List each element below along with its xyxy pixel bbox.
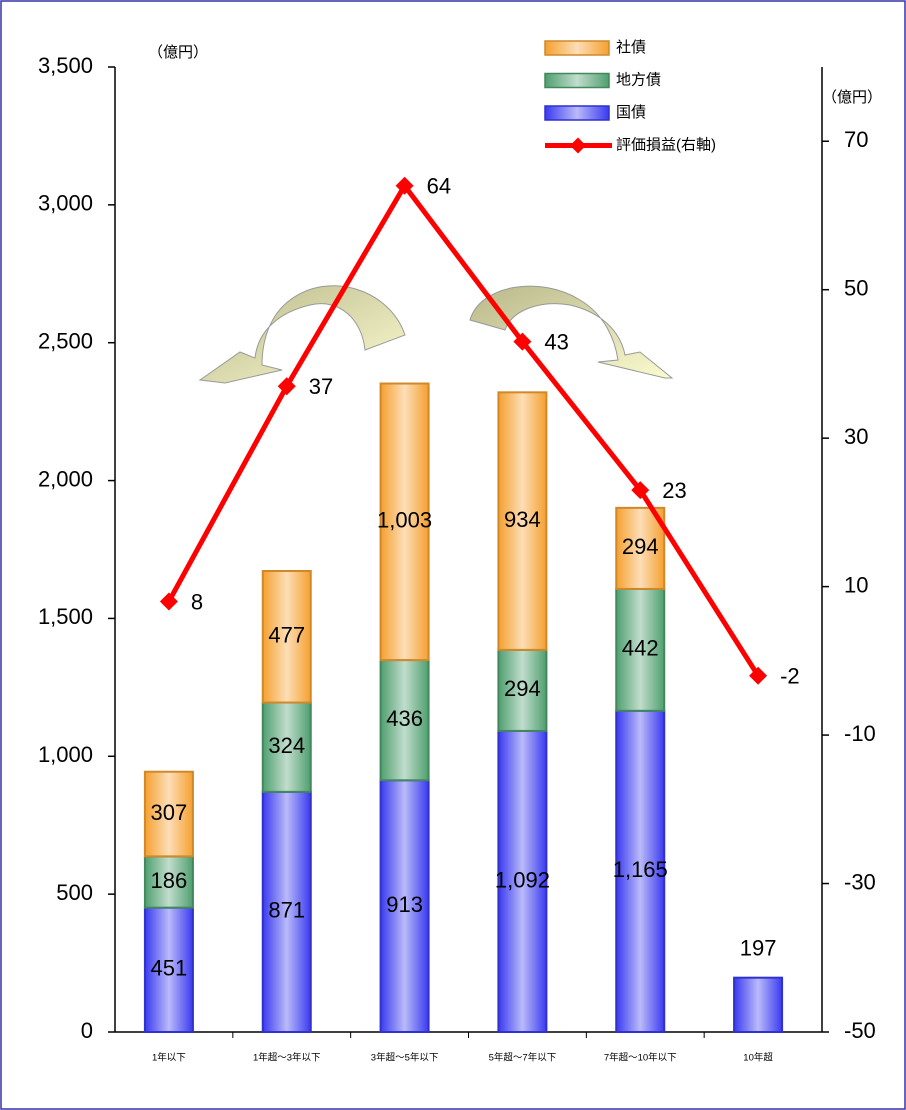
value-label: 37 — [309, 374, 333, 399]
y2-tick-label: -30 — [844, 869, 876, 894]
value-label: 1,165 — [613, 857, 668, 882]
y2-tick-label: 50 — [844, 276, 868, 301]
bar — [733, 976, 784, 1033]
legend-label: 地方債 — [616, 71, 661, 88]
y-tick-label: 1,500 — [38, 604, 93, 629]
y-tick-label: 0 — [81, 1018, 93, 1043]
y2-tick-label: -50 — [844, 1018, 876, 1043]
line-marker — [749, 666, 768, 685]
value-label: 436 — [386, 706, 423, 731]
value-label: 64 — [427, 174, 451, 199]
value-label: 8 — [191, 589, 203, 614]
y-tick-label: 500 — [56, 880, 93, 905]
value-label: 324 — [268, 733, 305, 758]
value-label: 186 — [151, 868, 188, 893]
value-label: 442 — [622, 636, 659, 661]
legend-swatch — [544, 105, 610, 121]
bar — [261, 790, 312, 1033]
value-label: 294 — [622, 534, 659, 559]
bar — [497, 391, 548, 651]
x-tick-label: 10年超 — [743, 1052, 773, 1064]
bar — [615, 709, 666, 1033]
value-label: 23 — [662, 478, 686, 503]
legend-label: 評価損益(右軸) — [616, 136, 716, 153]
value-label: 294 — [504, 676, 541, 701]
curved-arrow — [469, 285, 674, 379]
bar — [261, 570, 312, 704]
y-tick-label: 2,500 — [38, 329, 93, 354]
x-tick-label: 1年以下 — [152, 1052, 186, 1064]
line-marker — [513, 332, 532, 351]
x-tick-label: 1年超～3年以下 — [253, 1052, 321, 1064]
bar — [379, 779, 430, 1033]
bar — [379, 382, 430, 662]
bar — [143, 906, 194, 1033]
legend-label: 社債 — [616, 39, 646, 56]
legend-label: 国債 — [616, 104, 646, 121]
bar — [615, 506, 666, 590]
line-marker — [277, 377, 296, 396]
y-tick-label: 3,000 — [38, 191, 93, 216]
value-label: 451 — [151, 956, 188, 981]
line-marker — [631, 481, 650, 500]
bar — [615, 587, 666, 712]
x-tick-label: 7年超～10年以下 — [604, 1052, 677, 1064]
value-label: 307 — [151, 800, 188, 825]
value-label: 197 — [740, 935, 777, 960]
value-label: 477 — [268, 623, 305, 648]
y2-tick-label: 30 — [844, 424, 868, 449]
x-tick-label: 3年超～5年以下 — [371, 1052, 439, 1064]
value-label: 871 — [268, 898, 305, 923]
y2-tick-label: 10 — [844, 572, 868, 597]
y-tick-label: 1,000 — [38, 742, 93, 767]
y-tick-label: 2,000 — [38, 466, 93, 491]
value-label: -2 — [780, 664, 800, 689]
bar — [261, 701, 312, 793]
legend-swatch — [544, 40, 610, 56]
value-label: 934 — [504, 507, 541, 532]
bar — [143, 770, 194, 858]
y2-unit-label: （億円） — [822, 89, 882, 106]
y-unit-label: （億円） — [148, 44, 208, 61]
x-tick-label: 5年超～7年以下 — [489, 1052, 557, 1064]
legend-swatch — [544, 72, 610, 89]
bar — [497, 729, 548, 1033]
value-label: 1,092 — [495, 867, 550, 892]
line-marker — [159, 592, 178, 611]
value-label: 1,003 — [377, 508, 432, 533]
line-marker — [395, 176, 414, 195]
legend-marker — [570, 137, 586, 154]
y-tick-label: 3,500 — [38, 53, 93, 78]
value-label: 913 — [386, 892, 423, 917]
y2-tick-label: 70 — [844, 127, 868, 152]
y2-tick-label: -10 — [844, 721, 876, 746]
value-label: 43 — [544, 329, 568, 354]
line — [166, 181, 761, 678]
